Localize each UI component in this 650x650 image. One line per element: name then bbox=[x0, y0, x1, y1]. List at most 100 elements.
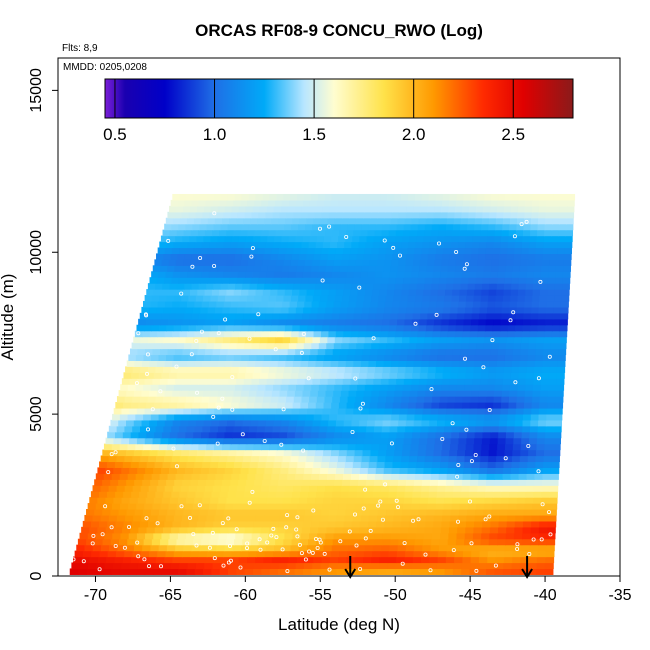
heatmap-cell bbox=[370, 562, 380, 570]
sample-point bbox=[378, 499, 383, 504]
heatmap-cell bbox=[216, 330, 225, 338]
heatmap-cell bbox=[351, 419, 360, 427]
heatmap-cell bbox=[444, 419, 454, 427]
heatmap-cell bbox=[293, 247, 301, 255]
heatmap-cell bbox=[501, 306, 510, 314]
heatmap-cell bbox=[223, 473, 232, 480]
heatmap-cell bbox=[545, 550, 555, 558]
heatmap-cell bbox=[525, 289, 534, 296]
heatmap-cell bbox=[512, 449, 521, 457]
heatmap-cell bbox=[543, 348, 552, 356]
sample-point bbox=[250, 246, 255, 251]
sample-point bbox=[281, 407, 286, 412]
heatmap-cell bbox=[485, 396, 495, 403]
heatmap-cell bbox=[358, 532, 367, 540]
heatmap-cell bbox=[106, 491, 116, 498]
heatmap-cell bbox=[329, 556, 339, 564]
heatmap-cell bbox=[460, 413, 470, 421]
heatmap-cell bbox=[238, 235, 247, 243]
heatmap-cell bbox=[407, 247, 416, 255]
heatmap-cell bbox=[207, 247, 216, 255]
sample-point bbox=[313, 537, 318, 542]
heatmap-cell bbox=[440, 271, 448, 278]
heatmap-cell bbox=[401, 342, 410, 350]
heatmap-cell bbox=[333, 259, 342, 266]
heatmap-cell bbox=[496, 449, 506, 457]
heatmap-cell bbox=[465, 520, 475, 528]
heatmap-cell bbox=[446, 342, 455, 350]
heatmap-cell bbox=[210, 461, 219, 468]
heatmap-cell bbox=[419, 437, 428, 445]
heatmap-cell bbox=[314, 550, 324, 558]
heatmap-cell bbox=[139, 520, 149, 528]
heatmap-cell bbox=[199, 544, 209, 552]
heatmap-cell bbox=[240, 324, 249, 332]
heatmap-cell bbox=[496, 544, 506, 552]
x-tick-label: -35 bbox=[608, 587, 631, 604]
heatmap-cell bbox=[522, 318, 531, 326]
heatmap-cell bbox=[402, 503, 412, 510]
heatmap-cell bbox=[434, 378, 443, 385]
heatmap-cell bbox=[467, 354, 476, 361]
sample-point bbox=[136, 331, 141, 336]
heatmap-cell bbox=[186, 330, 196, 338]
heatmap-cell bbox=[543, 241, 552, 249]
heatmap-cell bbox=[272, 312, 281, 320]
heatmap-cell bbox=[211, 354, 220, 361]
heatmap-cell bbox=[292, 289, 300, 296]
heatmap-cell bbox=[253, 443, 262, 451]
heatmap-cell bbox=[464, 312, 473, 320]
heatmap-cell bbox=[422, 241, 431, 249]
heatmap-cell bbox=[321, 413, 330, 421]
heatmap-cell bbox=[406, 413, 416, 421]
heatmap-cell bbox=[223, 437, 232, 445]
heatmap-cell bbox=[469, 265, 478, 272]
heatmap-cell bbox=[353, 229, 362, 237]
heatmap-cell bbox=[324, 491, 333, 498]
heatmap-cell bbox=[122, 461, 132, 468]
heatmap-cell bbox=[418, 384, 427, 391]
colorbar: 0.5 1.0 1.5 2.0 2.5 bbox=[103, 78, 574, 144]
heatmap-cell bbox=[236, 485, 246, 492]
heatmap-cell bbox=[367, 366, 376, 373]
heatmap-cell bbox=[296, 265, 305, 272]
heatmap-cell bbox=[552, 312, 561, 320]
sample-point bbox=[199, 329, 204, 334]
heatmap-cell bbox=[481, 223, 489, 231]
heatmap-cell bbox=[260, 300, 269, 308]
heatmap-cell bbox=[380, 193, 388, 201]
heatmap-cell bbox=[472, 455, 481, 463]
heatmap-cell bbox=[539, 402, 548, 409]
heatmap-cell bbox=[323, 277, 332, 284]
sample-point bbox=[97, 567, 102, 572]
heatmap-cell bbox=[223, 211, 232, 219]
x-tick-label: -50 bbox=[384, 587, 407, 604]
heatmap-cell bbox=[378, 295, 387, 302]
heatmap-cell bbox=[538, 532, 548, 540]
heatmap-cell bbox=[441, 205, 449, 213]
heatmap-cell bbox=[489, 443, 498, 451]
heatmap-cell bbox=[300, 532, 310, 540]
heatmap-cell bbox=[211, 491, 221, 498]
sample-point bbox=[539, 537, 544, 542]
heatmap-cell bbox=[250, 455, 260, 463]
heatmap-cell bbox=[502, 378, 512, 385]
heatmap-cell bbox=[396, 271, 405, 278]
heatmap-cell bbox=[474, 514, 484, 522]
heatmap-cell bbox=[239, 265, 247, 272]
heatmap-cell bbox=[205, 348, 214, 356]
heatmap-cell bbox=[479, 384, 488, 391]
heatmap-cell bbox=[228, 312, 237, 320]
heatmap-cell bbox=[413, 360, 422, 367]
heatmap-cell bbox=[482, 348, 492, 356]
heatmap-cell bbox=[491, 193, 499, 201]
heatmap-cell bbox=[431, 342, 440, 350]
heatmap-cell bbox=[264, 217, 272, 225]
heatmap-cell bbox=[305, 413, 315, 421]
heatmap-cell bbox=[445, 223, 454, 231]
heatmap-cell bbox=[169, 229, 178, 237]
heatmap-cell bbox=[515, 235, 524, 243]
heatmap-cell bbox=[178, 223, 186, 231]
heatmap-cell bbox=[188, 485, 198, 492]
heatmap-cell bbox=[79, 532, 89, 540]
